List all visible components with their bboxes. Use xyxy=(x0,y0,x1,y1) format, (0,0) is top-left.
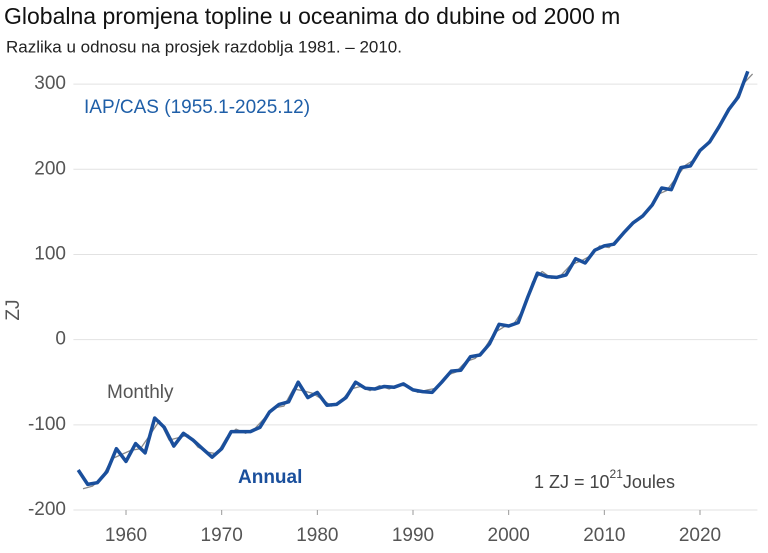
y-tick-label: -200 xyxy=(28,499,66,520)
x-tick-label: 1990 xyxy=(392,525,434,546)
source-annotation: IAP/CAS (1955.1-2025.12) xyxy=(84,97,310,118)
monthly-line xyxy=(82,73,754,490)
x-tick-label: 2020 xyxy=(679,525,721,546)
chart-title: Globalna promjena topline u oceanima do … xyxy=(4,3,620,29)
y-tick-label: 100 xyxy=(34,243,66,264)
x-tick-label: 1970 xyxy=(201,525,243,546)
annual-line xyxy=(76,70,750,487)
x-tick-label: 1960 xyxy=(105,525,147,546)
y-tick-label: 200 xyxy=(34,158,66,179)
unit-text: Joules xyxy=(623,472,675,492)
x-tick-label: 2010 xyxy=(583,525,625,546)
unit-annotation: 1 ZJ = 1021Joules xyxy=(534,467,675,492)
monthly-annotation: Monthly xyxy=(107,382,174,403)
chart-subtitle: Razlika u odnosu na prosjek razdoblja 19… xyxy=(6,37,402,56)
y-tick-label: 0 xyxy=(55,329,66,350)
y-tick-label: -100 xyxy=(28,414,66,435)
y-axis-label: ZJ xyxy=(3,299,24,320)
x-tick-label: 2000 xyxy=(488,525,530,546)
x-tick-label: 1980 xyxy=(296,525,338,546)
annual-annotation: Annual xyxy=(238,467,302,488)
y-tick-label: 300 xyxy=(34,73,66,94)
unit-exponent: 21 xyxy=(610,467,624,481)
unit-text: 1 ZJ = 10 xyxy=(534,472,610,492)
